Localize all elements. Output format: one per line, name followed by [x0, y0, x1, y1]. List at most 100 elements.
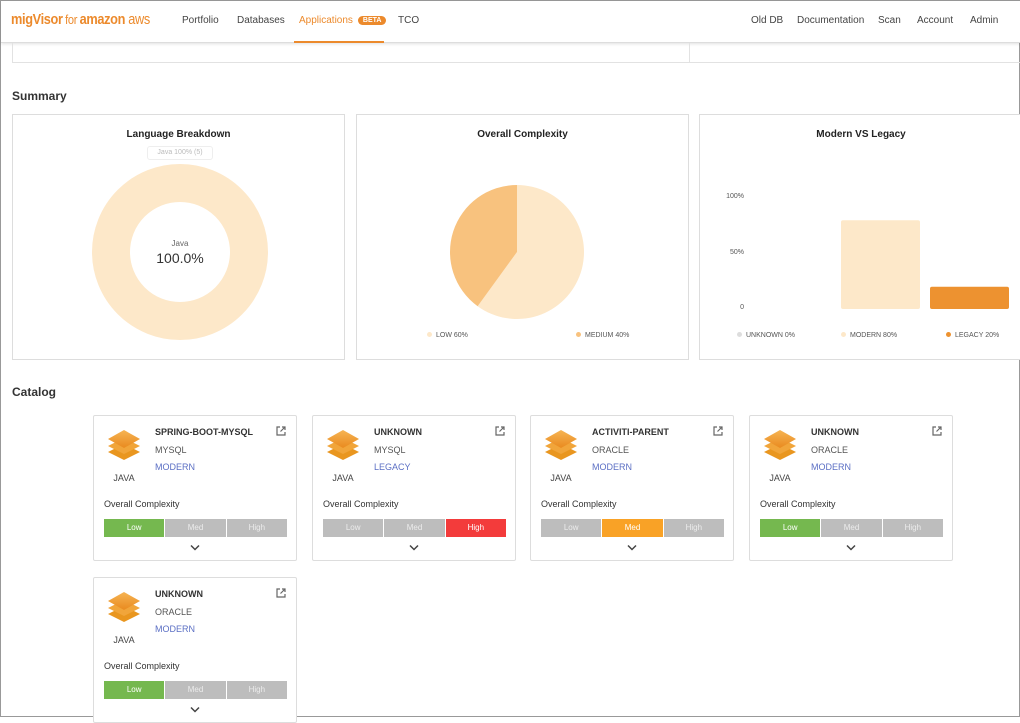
complexity-low: Low — [104, 681, 165, 699]
complexity-low: Low — [541, 519, 602, 537]
chevron-down-icon[interactable] — [409, 544, 419, 551]
donut-slice-java — [92, 164, 268, 340]
complexity-label: Overall Complexity — [323, 499, 399, 509]
layers-icon — [327, 430, 359, 460]
app-type: MODERN — [155, 462, 195, 472]
external-link-icon[interactable] — [932, 426, 942, 436]
layers-icon — [108, 430, 140, 460]
complexity-bar: Low Med High — [541, 519, 724, 537]
nav-documentation[interactable]: Documentation — [797, 15, 865, 26]
complexity-med: Med — [821, 519, 882, 537]
legend-modern: MODERN 80% — [841, 332, 897, 339]
app-card[interactable]: JAVA UNKNOWN ORACLE MODERN Overall Compl… — [749, 415, 953, 561]
complexity-high: High — [445, 519, 506, 537]
app-name: SPRING-BOOT-MYSQL — [155, 427, 254, 437]
pie-slice-medium — [450, 185, 517, 307]
nav-scan[interactable]: Scan — [878, 15, 901, 26]
legend-low: LOW 60% — [427, 332, 468, 339]
chevron-down-icon[interactable] — [190, 706, 200, 713]
legend-legacy: LEGACY 20% — [946, 332, 999, 339]
app-database: ORACLE — [811, 445, 849, 455]
nav-databases[interactable]: Databases — [237, 15, 285, 26]
complexity-label: Overall Complexity — [541, 499, 617, 509]
nav-applications[interactable]: Applications BETA — [299, 15, 387, 26]
complexity-low: Low — [323, 519, 384, 537]
complexity-label: Overall Complexity — [104, 661, 180, 671]
y-tick: 0 — [740, 304, 744, 311]
app-card[interactable]: JAVA ACTIVITI-PARENT ORACLE MODERN Overa… — [530, 415, 734, 561]
donut-center-value: 100.0% — [156, 250, 203, 266]
app-card[interactable]: JAVA SPRING-BOOT-MYSQL MYSQL MODERN Over… — [93, 415, 297, 561]
external-link-icon[interactable] — [276, 426, 286, 436]
migvisor-logo[interactable]: migVisor for amazon aws — [11, 11, 150, 28]
modern-vs-legacy-card: Modern VS Legacy 100% 50% 0 UNKNOWN 0% M… — [699, 114, 1020, 360]
legend-medium: MEDIUM 40% — [576, 332, 629, 339]
complexity-bar: Low Med High — [760, 519, 943, 537]
complexity-label: Overall Complexity — [760, 499, 836, 509]
overall-complexity-card: Overall Complexity LOW 60% MEDIUM 40% — [356, 114, 689, 360]
catalog-heading: Catalog — [12, 385, 57, 399]
layers-icon — [545, 430, 577, 460]
top-panel — [12, 43, 1020, 63]
nav-old-db[interactable]: Old DB — [751, 15, 784, 26]
nav-account[interactable]: Account — [917, 15, 954, 26]
complexity-low: Low — [760, 519, 821, 537]
external-link-icon[interactable] — [495, 426, 505, 436]
complexity-med: Med — [165, 519, 226, 537]
complexity-high: High — [226, 519, 287, 537]
chevron-down-icon[interactable] — [846, 544, 856, 551]
app-database: ORACLE — [592, 445, 630, 455]
complexity-high: High — [663, 519, 724, 537]
external-link-icon[interactable] — [276, 588, 286, 598]
app-name: UNKNOWN — [374, 427, 422, 437]
legend-unknown: UNKNOWN 0% — [737, 332, 795, 339]
complexity-label: Overall Complexity — [104, 499, 180, 509]
layers-icon — [108, 592, 140, 622]
nav-tco[interactable]: TCO — [398, 15, 420, 26]
complexity-bar: Low Med High — [104, 519, 287, 537]
nav-portfolio[interactable]: Portfolio — [182, 15, 219, 26]
chart-title: Language Breakdown — [126, 129, 231, 140]
chart-title: Overall Complexity — [477, 129, 568, 140]
complexity-high: High — [226, 681, 287, 699]
app-database: MYSQL — [374, 445, 406, 455]
app-language: JAVA — [332, 473, 354, 483]
tooltip: Java 100% (5) — [147, 146, 213, 160]
app-type: MODERN — [155, 624, 195, 634]
chevron-down-icon[interactable] — [627, 544, 637, 551]
active-tab-indicator — [294, 41, 384, 43]
complexity-med: Med — [384, 519, 445, 537]
app-language: JAVA — [769, 473, 791, 483]
bar-modern — [841, 220, 920, 309]
bar-legacy — [930, 286, 1009, 309]
y-tick: 100% — [726, 193, 744, 200]
app-type: LEGACY — [374, 462, 411, 472]
app-database: MYSQL — [155, 445, 187, 455]
chart-title: Modern VS Legacy — [816, 129, 906, 140]
complexity-high: High — [882, 519, 943, 537]
chevron-down-icon[interactable] — [190, 544, 200, 551]
external-link-icon[interactable] — [713, 426, 723, 436]
summary-heading: Summary — [12, 89, 67, 103]
language-breakdown-card: Language Breakdown Java 100% (5) Java 10… — [12, 114, 345, 360]
app-name: UNKNOWN — [811, 427, 859, 437]
app-name: ACTIVITI-PARENT — [592, 427, 669, 437]
app-card[interactable]: JAVA UNKNOWN ORACLE MODERN Overall Compl… — [93, 577, 297, 723]
complexity-med: Med — [602, 519, 663, 537]
app-language: JAVA — [113, 473, 135, 483]
top-nav: migVisor for amazon aws Portfolio Database… — [1, 1, 1020, 43]
app-language: JAVA — [113, 635, 135, 645]
app-language: JAVA — [550, 473, 572, 483]
complexity-med: Med — [165, 681, 226, 699]
app-card[interactable]: JAVA UNKNOWN MYSQL LEGACY Overall Comple… — [312, 415, 516, 561]
nav-admin[interactable]: Admin — [970, 15, 999, 26]
beta-badge: BETA — [357, 16, 387, 25]
y-tick: 50% — [729, 249, 744, 256]
donut-center-label: Java — [172, 239, 189, 248]
app-name: UNKNOWN — [155, 589, 203, 599]
complexity-bar: Low Med High — [104, 681, 287, 699]
app-type: MODERN — [811, 462, 851, 472]
complexity-bar: Low Med High — [323, 519, 506, 537]
layers-icon — [764, 430, 796, 460]
app-database: ORACLE — [155, 607, 193, 617]
